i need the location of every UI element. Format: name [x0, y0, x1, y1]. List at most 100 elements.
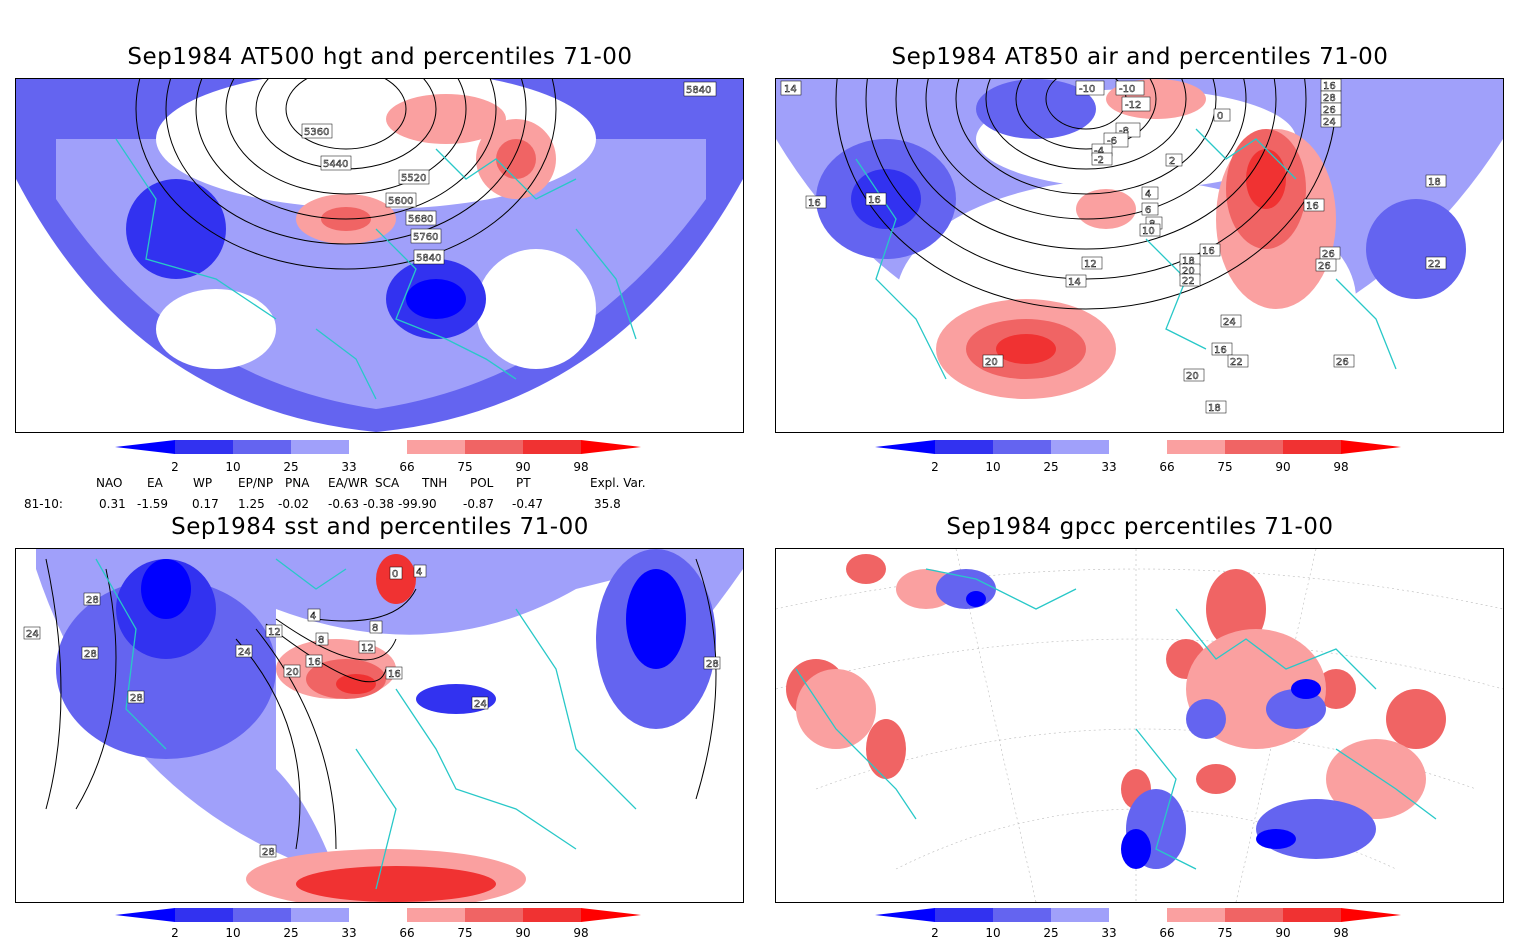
- colorbar-gpcc-svg: [875, 908, 1401, 922]
- coastlines: [115, 138, 637, 400]
- contour-label: -10: [1119, 84, 1135, 95]
- map-hgt: 5840 5360 5440 5520 5600 5680 5760 5840: [15, 78, 744, 433]
- contour-label: 24: [1223, 317, 1236, 328]
- colorbar-swatch: [349, 908, 407, 922]
- contour-label: 5680: [408, 214, 433, 225]
- contour-label: 26: [1336, 357, 1349, 368]
- map-air-svg: 14 -10 -10 -12 -8 -6 -4 -2 0 2 4 6 8 10 …: [776, 79, 1503, 419]
- index-value-pol: -0.87: [463, 497, 495, 511]
- blue-anomaly-1: [126, 179, 226, 279]
- precip-blotches-blue: [936, 569, 1376, 869]
- colorbar-swatch: [1225, 908, 1283, 922]
- colorbar-air: 2 10 25 33 66 75 90 98: [875, 440, 1405, 480]
- contour-label: 18: [1182, 256, 1195, 267]
- colorbar-tick: 10: [225, 460, 241, 474]
- colorbar-swatch: [465, 908, 523, 922]
- red-anomaly-south-core: [296, 866, 496, 902]
- contour-label: 20: [985, 357, 998, 368]
- colorbar-swatch: [115, 908, 175, 922]
- contour-label: 16: [308, 657, 321, 668]
- contour-label: 16: [868, 195, 881, 206]
- contour-label: 5520: [401, 173, 426, 184]
- blue-anomaly-3: [976, 79, 1096, 139]
- index-value-wp: 0.17: [192, 497, 219, 511]
- colorbar-tick: 2: [931, 460, 939, 474]
- contour-label: 14: [784, 84, 797, 95]
- colorbar-swatch: [1167, 908, 1225, 922]
- colorbar-swatch: [523, 908, 581, 922]
- contour-label: 16: [1323, 81, 1336, 92]
- colorbar-swatch: [1051, 440, 1109, 454]
- colorbar-swatch: [233, 908, 291, 922]
- white-neutral-east: [476, 249, 596, 369]
- blue-anomaly-east-core: [626, 569, 686, 669]
- colorbar-swatch: [1283, 908, 1341, 922]
- colorbar-tick: 90: [1275, 460, 1291, 474]
- contour-label: 5360: [304, 127, 329, 138]
- index-header-pt: PT: [516, 476, 531, 490]
- red-anomaly-3-core: [496, 139, 536, 179]
- index-value-eawr: -0.63: [328, 497, 360, 511]
- contour-label: 26: [1318, 261, 1331, 272]
- colorbar-swatch: [1225, 440, 1283, 454]
- colorbar-swatch: [291, 908, 349, 922]
- index-header-wp: WP: [193, 476, 213, 490]
- colorbar-swatch: [935, 440, 993, 454]
- blue-anomaly-3: [406, 279, 466, 319]
- contour-label: 24: [26, 629, 39, 640]
- colorbar-tick: 2: [171, 460, 179, 474]
- colorbar-swatch: [465, 440, 523, 454]
- colorbar-tick: 33: [1101, 460, 1117, 474]
- colorbar-swatch: [1109, 908, 1167, 922]
- colorbar-tick: 66: [399, 926, 415, 940]
- colorbar-swatch: [935, 908, 993, 922]
- colorbar-tick: 75: [1217, 926, 1233, 940]
- colorbar-swatch: [523, 440, 581, 454]
- blue-anomaly-west-core: [141, 559, 191, 619]
- contour-label: 4: [310, 611, 316, 622]
- colorbar-tick: 90: [515, 926, 531, 940]
- colorbar-tick: 25: [1043, 460, 1059, 474]
- sst-contours: [45, 558, 717, 850]
- contour-label: 28: [130, 693, 143, 704]
- colorbar-tick: 90: [515, 460, 531, 474]
- index-value-sca: -0.38: [363, 497, 395, 511]
- index-value-tnh: -99.90: [398, 497, 437, 511]
- contour-label: -10: [1079, 84, 1095, 95]
- contour-label: 5600: [388, 196, 413, 207]
- index-header-ea: EA: [147, 476, 163, 490]
- colorbar-hgt-svg: [115, 440, 641, 454]
- index-header-pna: PNA: [285, 476, 310, 490]
- contour-label: 18: [1208, 403, 1221, 414]
- red-anomaly-west-core: [996, 334, 1056, 364]
- colorbar-tick: 2: [931, 926, 939, 940]
- contour-label: 26: [1323, 105, 1336, 116]
- colorbar-swatch: [1109, 440, 1167, 454]
- colorbar-swatch: [993, 908, 1051, 922]
- index-header-pol: POL: [470, 476, 494, 490]
- contour-label: 16: [388, 669, 401, 680]
- index-value-nao: 0.31: [99, 497, 126, 511]
- colorbar-swatch: [1341, 908, 1401, 922]
- colorbar-hgt: 2 10 25 33 66 75 90 98: [115, 440, 645, 480]
- colorbar-tick: 33: [341, 926, 357, 940]
- colorbar-tick: 66: [1159, 926, 1175, 940]
- contour-label: 18: [1428, 177, 1441, 188]
- contour-label: -12: [1125, 100, 1141, 111]
- contour-label: 5840: [416, 253, 441, 264]
- map-gpcc: [775, 548, 1504, 903]
- colorbar-gpcc: 2 10 25 33 66 75 90 98: [875, 908, 1405, 948]
- index-value-explvar: 35.8: [594, 497, 621, 511]
- index-header-explvar: Expl. Var.: [590, 476, 646, 490]
- colorbar-swatch: [581, 440, 641, 454]
- contour-label: 0: [392, 569, 398, 580]
- colorbar-swatch: [1283, 440, 1341, 454]
- colorbar-air-svg: [875, 440, 1401, 454]
- contour-label: 10: [1142, 226, 1155, 237]
- colorbar-tick: 10: [985, 460, 1001, 474]
- white-neutral-west: [156, 289, 276, 369]
- contour-label: 22: [1182, 276, 1195, 287]
- contour-label: 26: [1322, 249, 1335, 260]
- contour-label: 16: [1202, 246, 1215, 257]
- contour-label: 4: [416, 567, 422, 578]
